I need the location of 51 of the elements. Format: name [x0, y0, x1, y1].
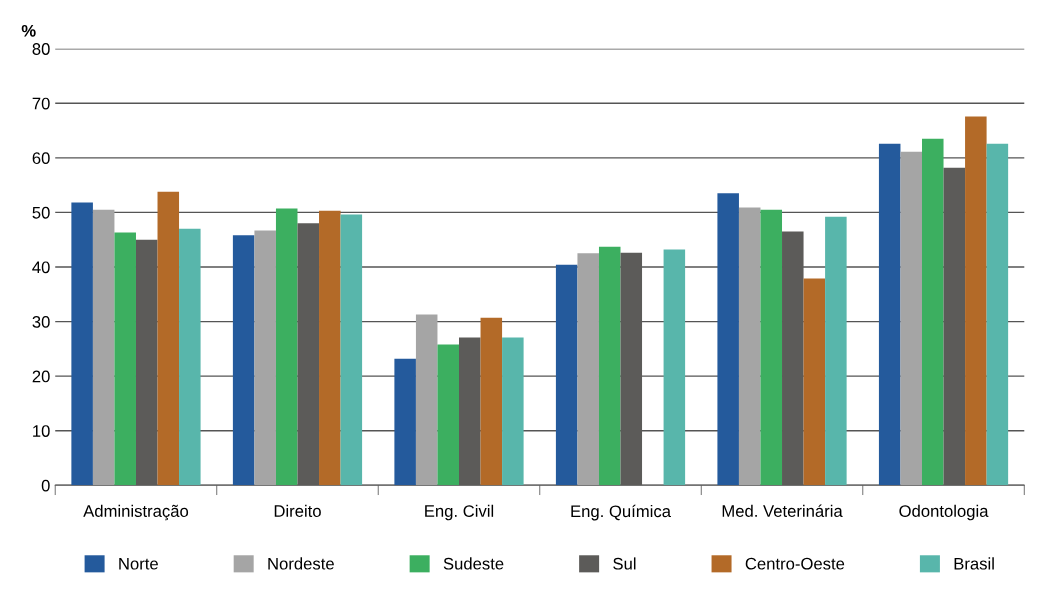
y-tick-label: 50 — [32, 206, 50, 219]
x-tick-label: Direito — [274, 504, 321, 517]
bar — [738, 207, 761, 486]
bar — [965, 116, 987, 486]
legend-label: Brasil — [954, 557, 994, 570]
bar — [437, 344, 459, 486]
legend-label: Norte — [119, 557, 158, 570]
bar — [598, 246, 621, 486]
y-tick-label: 60 — [32, 152, 50, 165]
bar — [71, 202, 93, 486]
y-axis-title: % — [21, 24, 36, 37]
x-tick-label: Eng. Química — [571, 504, 671, 521]
y-tick-label: 10 — [33, 425, 50, 437]
y-tick-label: 70 — [32, 97, 50, 110]
bar — [254, 230, 276, 486]
bar — [760, 209, 783, 486]
bar — [157, 191, 180, 486]
bar — [415, 314, 438, 486]
x-tick-label: Odontologia — [899, 504, 989, 521]
y-tick-label: 30 — [32, 315, 50, 328]
legend-label: Nordeste — [268, 557, 334, 570]
bar — [114, 232, 136, 486]
bar — [825, 216, 847, 486]
legend-label: Centro-Oeste — [745, 557, 845, 570]
bar — [319, 210, 341, 486]
y-tick-label: 0 — [41, 479, 50, 492]
y-tick-label: 80 — [32, 43, 50, 55]
bar — [900, 151, 922, 486]
bar — [577, 253, 599, 486]
bar — [502, 337, 524, 486]
bar — [555, 264, 578, 486]
bar — [179, 228, 201, 486]
bar — [717, 193, 739, 486]
legend-label: Sudeste — [443, 557, 504, 570]
bar — [986, 143, 1009, 486]
x-tick-label: Med. Veterinária — [722, 504, 843, 517]
bar — [340, 214, 363, 486]
x-tick-label: Eng. Civil — [425, 504, 494, 521]
legend-label: Sul — [613, 557, 636, 570]
bar — [92, 209, 115, 486]
bar — [878, 143, 901, 486]
bar — [232, 235, 255, 486]
bar — [803, 278, 826, 486]
bar — [480, 317, 503, 486]
bar — [922, 138, 944, 486]
y-tick-label: 20 — [32, 370, 50, 383]
bar — [275, 208, 298, 486]
bar — [663, 249, 686, 486]
x-tick-label: Administração — [83, 504, 189, 521]
bar — [394, 358, 416, 486]
y-tick-label: 40 — [32, 261, 50, 274]
